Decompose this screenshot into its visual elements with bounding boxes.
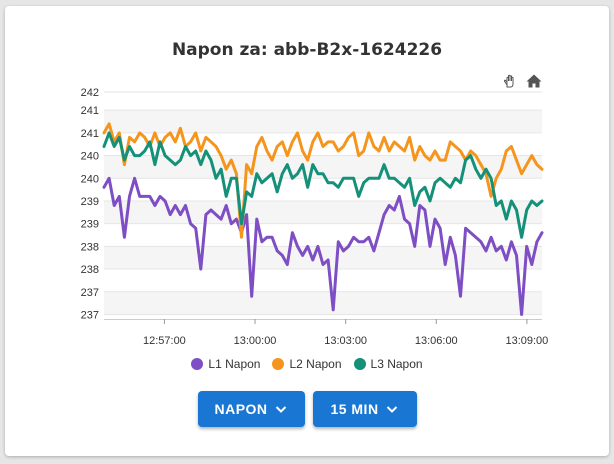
range-select-label: 15 MIN [330,401,379,417]
x-tick-label: 13:09:00 [505,335,548,347]
x-tick-label: 13:03:00 [324,335,367,347]
series-line-l1-napon [102,176,544,316]
grid-band [104,246,542,270]
legend-label-l3: L3 Napon [370,357,423,371]
metric-select-label: NAPON [214,401,268,417]
y-tick-label: 240 [81,151,99,163]
line-chart-svg: 237 237 238 238 239 239 240 240 241 241 242 12:57:… [81,87,549,347]
y-tick-label: 242 [81,87,99,99]
chevron-down-icon [386,406,397,413]
y-tick-label: 238 [81,241,99,253]
y-tick-label: 239 [81,196,99,208]
legend-swatch-l3 [353,358,366,370]
chevron-down-icon [275,406,286,413]
grid-band [104,110,542,133]
y-tick-label: 240 [81,173,99,185]
legend-swatch-l2 [272,358,285,370]
range-select-button[interactable]: 15 MIN [312,391,417,427]
grid-band [104,291,542,315]
chart-card: Napon za: abb-B2x-1624226 237 237 238 238 23… [5,6,609,456]
legend-item-l1[interactable]: L1 Napon [191,357,260,371]
series-line-l3-napon [102,131,544,239]
y-tick-label: 237 [81,309,99,321]
control-buttons: NAPON 15 MIN [5,391,609,427]
grid-band [104,200,542,224]
home-icon[interactable] [525,72,543,90]
x-tick-label: 12:57:00 [143,335,186,347]
y-tick-label: 241 [81,128,99,140]
legend-item-l3[interactable]: L3 Napon [353,357,423,371]
legend-swatch-l1 [191,358,204,370]
x-tick-label: 13:00:00 [234,335,277,347]
chart-title: Napon za: abb-B2x-1624226 [171,40,443,60]
legend-item-l2[interactable]: L2 Napon [272,357,342,371]
chart-legend: L1 Napon L2 Napon L3 Napon [5,357,609,371]
y-tick-label: 239 [81,219,99,231]
hand-icon[interactable] [501,72,519,90]
legend-label-l1: L1 Napon [208,357,261,371]
y-tick-label: 241 [81,105,99,117]
y-tick-label: 237 [81,287,99,299]
x-tick-label: 13:06:00 [415,335,458,347]
metric-select-button[interactable]: NAPON [197,391,305,427]
series-line-l2-napon [102,122,544,239]
legend-label-l2: L2 Napon [289,357,342,371]
y-tick-label: 238 [81,264,99,276]
